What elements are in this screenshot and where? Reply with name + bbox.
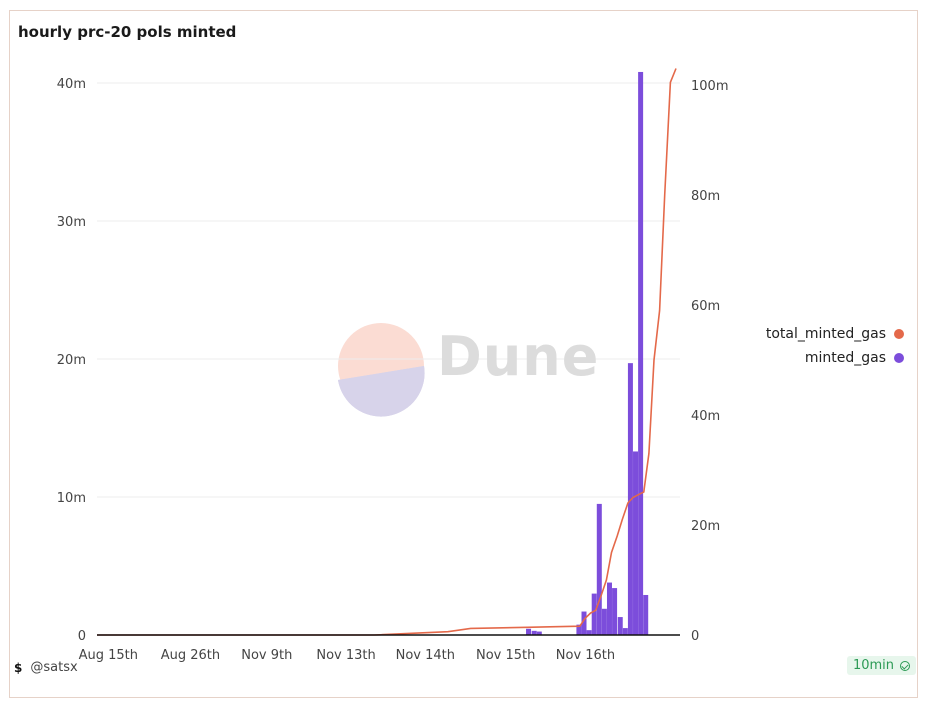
grid-lines	[97, 82, 680, 498]
x-tick-label: Nov 14th	[396, 648, 455, 663]
y-left-tick-label: 0	[78, 629, 86, 644]
x-tick-label: Aug 15th	[79, 648, 138, 663]
y-left-ticks: 0 10m 20m 30m 40m	[57, 77, 86, 644]
bar[interactable]	[581, 611, 587, 635]
x-tick-label: Nov 15th	[476, 648, 535, 663]
bar[interactable]	[612, 588, 618, 635]
legend-dot-icon	[894, 329, 904, 339]
bar[interactable]	[606, 582, 612, 635]
chart-title: hourly prc-20 pols minted	[18, 23, 237, 41]
bar[interactable]	[643, 594, 649, 635]
bar[interactable]	[576, 624, 582, 635]
legend: total_minted_gas minted_gas	[766, 322, 904, 370]
bar[interactable]	[586, 630, 592, 635]
bar[interactable]	[601, 608, 607, 635]
dune-logo-icon	[338, 323, 425, 417]
legend-label: minted_gas	[804, 350, 886, 366]
dune-watermark-text: Dune	[437, 325, 600, 388]
author-icon: $	[14, 660, 23, 675]
y-right-tick-label: 0	[691, 629, 699, 644]
legend-item-total-minted-gas[interactable]: total_minted_gas	[766, 322, 904, 346]
x-tick-label: Nov 13th	[316, 648, 375, 663]
total-minted-gas-line	[97, 68, 677, 636]
minted-gas-bars	[526, 71, 649, 635]
bar[interactable]	[596, 503, 602, 635]
legend-label: total_minted_gas	[765, 326, 886, 342]
y-left-tick-label: 40m	[57, 77, 86, 92]
bar[interactable]	[622, 628, 628, 635]
legend-item-minted-gas[interactable]: minted_gas	[766, 346, 904, 370]
chart-card: hourly prc-20 pols minted	[9, 10, 918, 698]
bar[interactable]	[638, 71, 644, 635]
bar[interactable]	[591, 593, 597, 635]
legend-dot-icon	[894, 353, 904, 363]
bar[interactable]	[531, 630, 537, 635]
y-right-tick-label: 100m	[691, 79, 728, 94]
y-right-ticks: 0 20m 40m 60m 80m 100m	[691, 79, 728, 644]
bar[interactable]	[536, 631, 542, 635]
author-name: @satsx	[30, 660, 78, 675]
y-left-tick-label: 10m	[57, 491, 86, 506]
author-info[interactable]: $ @satsx	[14, 660, 78, 675]
check-circle-icon	[900, 660, 910, 671]
bar[interactable]	[627, 363, 633, 635]
y-right-tick-label: 40m	[691, 409, 720, 424]
y-right-tick-label: 80m	[691, 189, 720, 204]
y-right-tick-label: 20m	[691, 519, 720, 534]
x-tick-label: Nov 9th	[241, 648, 292, 663]
refresh-label: 10min	[852, 658, 894, 673]
y-left-tick-label: 20m	[57, 353, 86, 368]
x-tick-label: Aug 26th	[161, 648, 220, 663]
y-left-tick-label: 30m	[57, 215, 86, 230]
bar[interactable]	[526, 628, 532, 635]
y-right-tick-label: 60m	[691, 299, 720, 314]
x-tick-label: Nov 16th	[556, 648, 615, 663]
bar[interactable]	[617, 617, 623, 635]
refresh-badge[interactable]: 10min	[846, 656, 916, 675]
bar[interactable]	[633, 451, 639, 635]
x-ticks: Aug 15th Aug 26th Nov 9th Nov 13th Nov 14th N…	[79, 648, 616, 663]
